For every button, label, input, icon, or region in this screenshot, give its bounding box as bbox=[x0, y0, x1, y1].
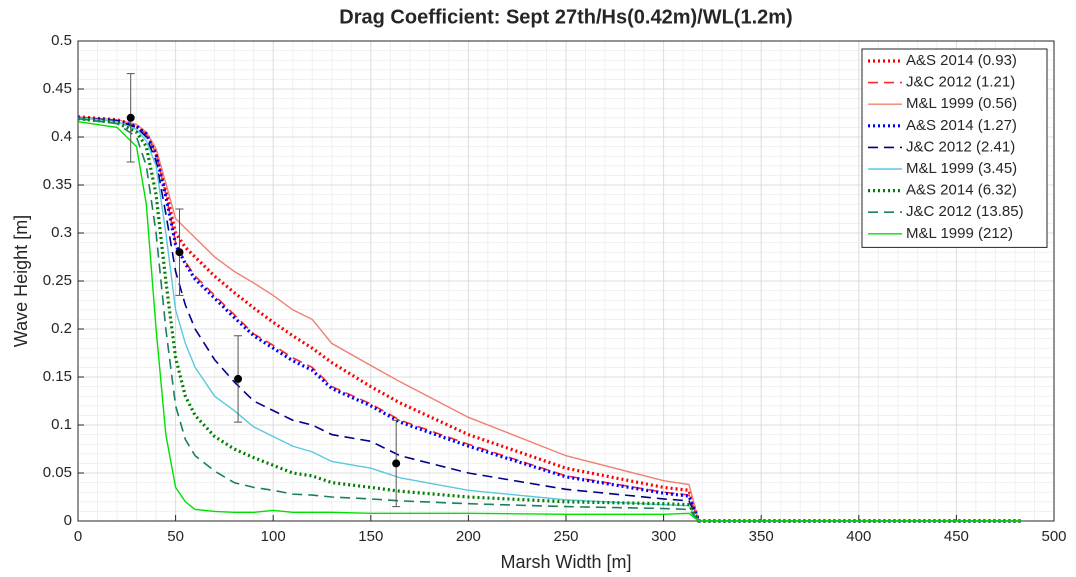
series-line bbox=[77, 117, 1021, 522]
x-tick-label: 150 bbox=[358, 528, 383, 545]
series-line bbox=[77, 116, 1021, 522]
x-tick-label: 500 bbox=[1041, 528, 1066, 545]
observation-point bbox=[175, 248, 184, 257]
legend-label: A&S 2014 (6.32) bbox=[906, 182, 1017, 199]
observation-point bbox=[234, 374, 243, 383]
x-tick-label: 300 bbox=[651, 528, 676, 545]
x-tick-label: 50 bbox=[167, 528, 184, 545]
y-tick-label: 0.15 bbox=[43, 368, 72, 385]
x-axis-label: Marsh Width [m] bbox=[500, 552, 631, 572]
y-tick-label: 0.3 bbox=[51, 224, 72, 241]
y-axis-label: Wave Height [m] bbox=[11, 215, 31, 347]
y-tick-label: 0.1 bbox=[51, 416, 72, 433]
y-tick-label: 0.45 bbox=[43, 80, 72, 97]
x-tick-label: 350 bbox=[749, 528, 774, 545]
y-tick-label: 0.5 bbox=[51, 32, 72, 49]
observation-point bbox=[392, 459, 401, 468]
y-tick-label: 0.25 bbox=[43, 272, 72, 289]
legend-label: J&C 2012 (1.21) bbox=[906, 74, 1015, 91]
series-line bbox=[77, 117, 1021, 522]
plot-frame bbox=[77, 40, 1055, 522]
y-tick-label: 0.05 bbox=[43, 464, 72, 481]
observation-point bbox=[126, 113, 135, 122]
y-tick-label: 0.35 bbox=[43, 176, 72, 193]
legend-label: M&L 1999 (3.45) bbox=[906, 160, 1017, 177]
x-tick-label: 400 bbox=[846, 528, 871, 545]
series-line bbox=[77, 117, 1021, 522]
legend-label: J&C 2012 (13.85) bbox=[906, 203, 1024, 220]
y-tick-label: 0 bbox=[64, 512, 72, 529]
legend-label: A&S 2014 (1.27) bbox=[906, 117, 1017, 134]
x-tick-label: 250 bbox=[553, 528, 578, 545]
x-tick-label: 200 bbox=[456, 528, 481, 545]
series-line bbox=[77, 120, 1021, 522]
legend-label: M&L 1999 (212) bbox=[906, 225, 1013, 242]
legend: A&S 2014 (0.93) J&C 2012 (1.21) M&L 1999 (… bbox=[861, 48, 1048, 248]
legend-label: M&L 1999 (0.56) bbox=[906, 95, 1017, 112]
x-tick-label: 450 bbox=[944, 528, 969, 545]
y-tick-label: 0.4 bbox=[51, 128, 72, 145]
legend-label: J&C 2012 (2.41) bbox=[906, 138, 1015, 155]
x-tick-label: 100 bbox=[261, 528, 286, 545]
y-tick-label: 0.2 bbox=[51, 320, 72, 337]
legend-label: A&S 2014 (0.93) bbox=[906, 52, 1017, 69]
x-tick-label: 0 bbox=[74, 528, 82, 545]
chart-title: Drag Coefficient: Sept 27th/Hs(0.42m)/WL… bbox=[339, 6, 792, 28]
series-line bbox=[77, 117, 1021, 523]
